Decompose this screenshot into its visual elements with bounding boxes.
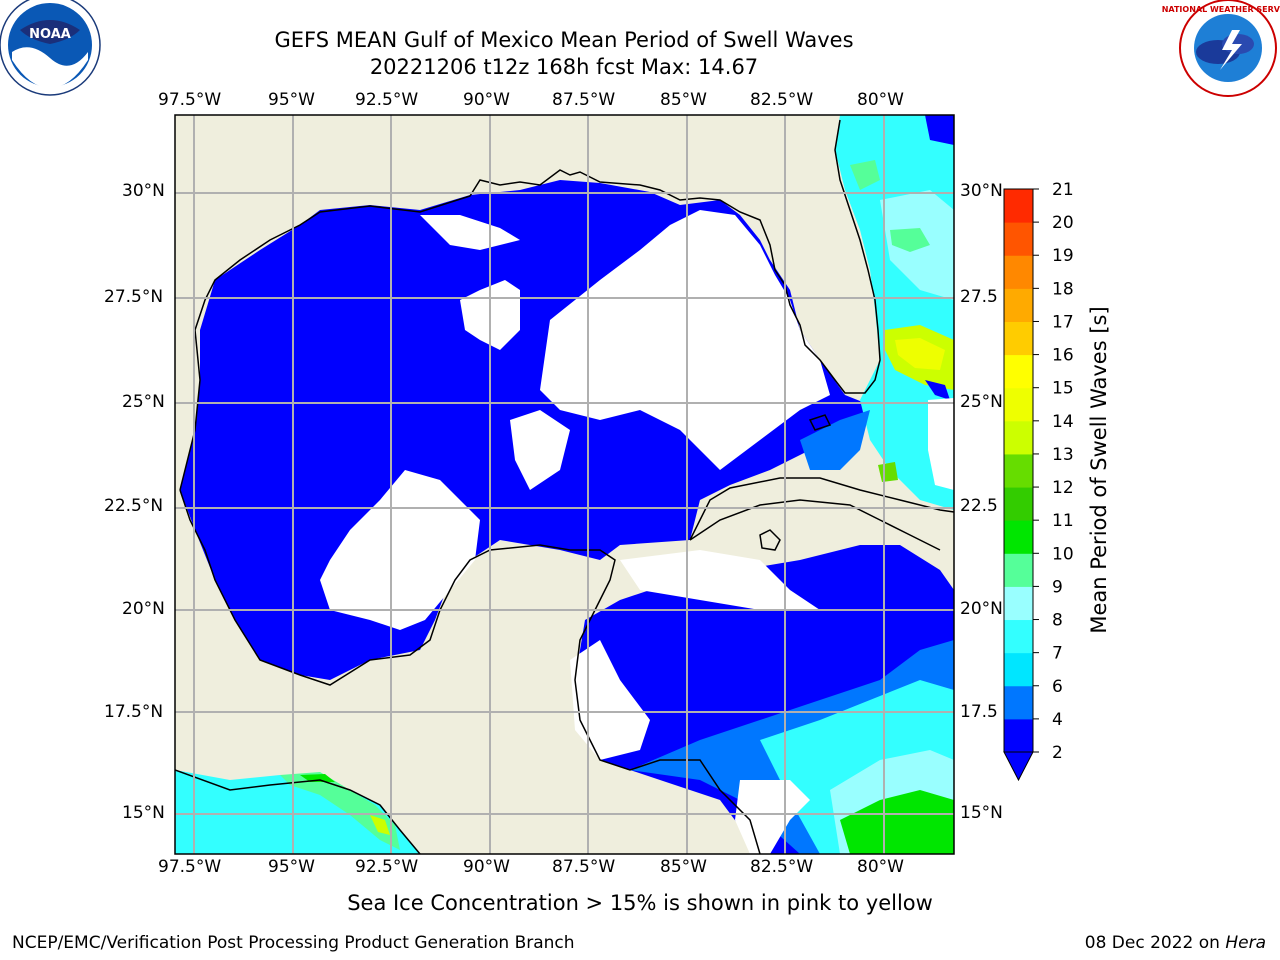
colorbar-tick-label: 7	[1052, 644, 1063, 664]
svg-text:NOAA: NOAA	[29, 27, 71, 42]
lon-label-bottom: 97.5°W	[158, 857, 222, 877]
colorbar-band	[1004, 685, 1033, 720]
lat-label-left: 22.5°N	[104, 496, 164, 516]
colorbar-band	[1004, 520, 1033, 554]
colorbar-tick-label: 11	[1052, 511, 1074, 531]
lat-label-right: 30°N	[960, 181, 1003, 201]
lat-label-left: 17.5°N	[104, 702, 164, 722]
colorbar-band	[1004, 288, 1033, 322]
colorbar-band	[1004, 487, 1033, 521]
chart-subtitle: 20221206 t12z 168h fcst Max: 14.67	[369, 55, 759, 79]
colorbar-tick-label: 8	[1052, 611, 1063, 631]
lon-label-top: 80°W	[857, 90, 904, 110]
lon-label-bottom: 90°W	[463, 857, 510, 877]
colorbar-tick-label: 6	[1052, 677, 1063, 697]
svg-text:NATIONAL WEATHER SERVICE: NATIONAL WEATHER SERVICE	[1162, 5, 1280, 14]
chart-title: GEFS MEAN Gulf of Mexico Mean Period of …	[274, 28, 854, 52]
date-line: 08 Dec 2022 on Hera	[1085, 933, 1266, 953]
graticule	[175, 115, 954, 854]
colorbar-tick-label: 21	[1052, 180, 1074, 200]
colorbar-tick-label: 9	[1052, 577, 1063, 597]
colorbar-tick-label: 10	[1052, 544, 1074, 564]
colorbar-band	[1004, 553, 1033, 587]
colorbar-band	[1004, 453, 1033, 488]
lon-label-top: 95°W	[268, 90, 315, 110]
lat-label-left: 15°N	[122, 803, 165, 823]
lon-label-bottom: 85°W	[660, 857, 707, 877]
lon-label-top: 82.5°W	[750, 90, 814, 110]
credit-text: NCEP/EMC/Verification Post Processing Pr…	[12, 933, 575, 953]
colorbar-frame	[1003, 188, 1034, 753]
machine-name: Hera	[1225, 933, 1266, 953]
lat-label-left: 20°N	[122, 599, 165, 619]
colorbar-extend-arrow	[1003, 751, 1034, 782]
colorbar-tick-label: 19	[1052, 246, 1074, 266]
lat-label-left: 25°N	[122, 392, 165, 412]
lat-label-right: 25°N	[960, 392, 1003, 412]
lon-label-top: 97.5°W	[158, 90, 222, 110]
lat-label-left: 30°N	[122, 181, 165, 201]
white-region-southwest	[320, 470, 480, 630]
colorbar-band	[1004, 255, 1033, 289]
colorbar-tick-label: 15	[1052, 379, 1074, 399]
colorbar-band	[1004, 586, 1033, 621]
lon-label-top: 87.5°W	[552, 90, 616, 110]
colorbar-band	[1004, 321, 1033, 356]
colorbar-band	[1004, 718, 1033, 753]
lon-label-bottom: 87.5°W	[552, 857, 616, 877]
colorbar-tick-label: 13	[1052, 445, 1074, 465]
white-region-north	[420, 215, 520, 250]
colorbar-band	[1004, 420, 1033, 455]
lat-label-left: 27.5°N	[104, 287, 164, 307]
colorbar: 2 4 6 7 8 9 10 11 12 13 14 15 16 17 18 19 20 21 Mean Perio…	[1003, 180, 1111, 782]
colorbar-band	[1004, 652, 1033, 687]
lon-label-bottom: 82.5°W	[750, 857, 814, 877]
colorbar-tick-label: 18	[1052, 279, 1074, 299]
colorbar-band	[1004, 619, 1033, 654]
lat-label-right: 15°N	[960, 803, 1003, 823]
lat-label-right: 17.5	[960, 702, 998, 722]
colorbar-tick-label: 14	[1052, 412, 1074, 432]
lat-label-right: 20°N	[960, 599, 1003, 619]
coastlines	[175, 119, 954, 854]
white-region-east-gulf	[540, 210, 830, 470]
colorbar-band	[1004, 189, 1033, 223]
colorbar-tick-label: 20	[1052, 213, 1074, 233]
colorbar-tick-label: 16	[1052, 346, 1074, 366]
colorbar-tick-label: 2	[1052, 743, 1063, 763]
colorbar-tick-label: 4	[1052, 710, 1063, 730]
lat-label-right: 22.5	[960, 496, 998, 516]
white-region-caribbean	[620, 550, 820, 610]
colorbar-label: Mean Period of Swell Waves [s]	[1087, 306, 1111, 633]
map-frame	[174, 114, 955, 855]
lat-label-right: 27.5	[960, 287, 998, 307]
pacific-field	[175, 770, 420, 854]
nws-logo-icon: NATIONAL WEATHER SERVICE	[1162, 0, 1280, 97]
colorbar-tick-label: 12	[1052, 478, 1074, 498]
lon-label-top: 92.5°W	[355, 90, 419, 110]
date-text: 08 Dec 2022 on	[1084, 933, 1220, 953]
lon-label-top: 90°W	[463, 90, 510, 110]
map-area	[175, 115, 954, 854]
lon-label-top: 85°W	[660, 90, 707, 110]
lon-label-bottom: 95°W	[268, 857, 315, 877]
sea-ice-note: Sea Ice Concentration > 15% is shown in …	[347, 891, 933, 915]
lon-label-bottom: 80°W	[857, 857, 904, 877]
colorbar-band	[1004, 387, 1033, 422]
colorbar-band	[1004, 222, 1033, 256]
lon-label-bottom: 92.5°W	[355, 857, 419, 877]
noaa-logo-icon: NOAA	[0, 0, 101, 96]
colorbar-band	[1004, 354, 1033, 389]
colorbar-tick-label: 17	[1052, 312, 1074, 332]
